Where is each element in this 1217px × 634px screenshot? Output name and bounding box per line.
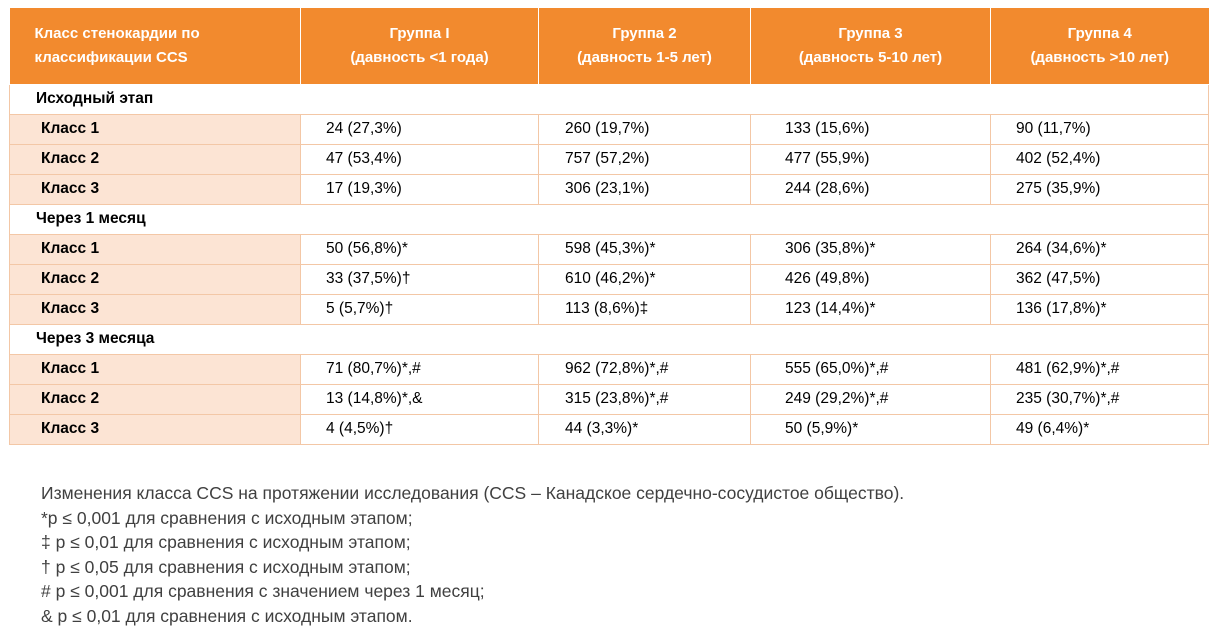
value-cell: 113 (8,6%)‡ [538,294,751,325]
class-label: Класс 2 [9,264,301,295]
table-row: Класс 1 71 (80,7%)*,# 962 (72,8%)*,# 555… [9,354,1209,385]
class-label: Класс 2 [9,384,301,415]
class-label: Класс 3 [9,174,301,205]
header-cell-group-1: Группа I (давность <1 года) [300,8,539,85]
value-cell: 24 (27,3%) [300,114,539,145]
section-row: Исходный этап [9,84,1209,115]
header-line: (давность >10 лет) [1030,48,1170,66]
section-row: Через 1 месяц [9,204,1209,235]
header-line: классификации CCS [34,48,188,66]
value-cell: 481 (62,9%)*,# [990,354,1209,385]
footnote-line: *p ≤ 0,001 для сравнения с исходным этап… [41,507,413,528]
value-cell: 71 (80,7%)*,# [300,354,539,385]
value-cell: 136 (17,8%)* [990,294,1209,325]
value-cell: 610 (46,2%)* [538,264,751,295]
footnote-line: ‡ p ≤ 0,01 для сравнения с исходным этап… [41,532,411,552]
value-cell: 275 (35,9%) [990,174,1209,205]
value-cell: 50 (56,8%)* [300,234,539,265]
value-cell: 50 (5,9%)* [750,414,991,445]
value-cell: 598 (45,3%)* [538,234,751,265]
section-title: Через 1 месяц [9,204,1209,235]
table-row: Класс 2 13 (14,8%)*,& 315 (23,8%)*,# 249… [9,384,1209,415]
value-cell: 33 (37,5%)† [300,264,539,295]
value-cell: 249 (29,2%)*,# [750,384,991,415]
value-cell: 555 (65,0%)*,# [750,354,991,385]
value-cell: 17 (19,3%) [300,174,539,205]
header-cell-class: Класс стенокардии по классификации CCS [9,8,301,85]
footnote-line: † p ≤ 0,05 для сравнения с исходным этап… [41,556,411,577]
value-cell: 362 (47,5%) [990,264,1209,295]
header-cell-group-4: Группа 4 (давность >10 лет) [990,8,1209,85]
header-line: Группа 2 [612,24,677,42]
header-line: (давность 1-5 лет) [577,48,712,66]
value-cell: 133 (15,6%) [750,114,991,145]
table-row: Класс 2 33 (37,5%)† 610 (46,2%)* 426 (49… [9,264,1209,295]
section-title: Исходный этап [9,84,1209,115]
value-cell: 5 (5,7%)† [300,294,539,325]
header-line: (давность 5-10 лет) [798,48,943,66]
class-label: Класс 3 [9,414,301,445]
table-header: Класс стенокардии по классификации CCS Г… [9,8,1209,85]
table-body: Исходный этап Класс 1 24 (27,3%) 260 (19… [9,84,1209,445]
class-label: Класс 1 [9,354,301,385]
ccs-class-table: Класс стенокардии по классификации CCS Г… [9,8,1209,445]
value-cell: 47 (53,4%) [300,144,539,175]
class-label: Класс 1 [9,114,301,145]
table-row: Класс 3 17 (19,3%) 306 (23,1%) 244 (28,6… [9,174,1209,205]
value-cell: 264 (34,6%)* [990,234,1209,265]
footnote-line: # p ≤ 0,001 для сравнения с значением че… [41,581,485,601]
section-row: Через 3 месяца [9,324,1209,355]
header-row: Класс стенокардии по классификации CCS Г… [9,8,1209,85]
value-cell: 402 (52,4%) [990,144,1209,175]
value-cell: 962 (72,8%)*,# [538,354,751,385]
header-line: Группа I [389,24,450,42]
header-cell-group-2: Группа 2 (давность 1-5 лет) [538,8,751,85]
value-cell: 90 (11,7%) [990,114,1209,145]
value-cell: 244 (28,6%) [750,174,991,205]
value-cell: 315 (23,8%)*,# [538,384,751,415]
table-row: Класс 2 47 (53,4%) 757 (57,2%) 477 (55,9… [9,144,1209,175]
section-title: Через 3 месяца [9,324,1209,355]
value-cell: 123 (14,4%)* [750,294,991,325]
class-label: Класс 3 [9,294,301,325]
value-cell: 306 (35,8%)* [750,234,991,265]
header-line: Класс стенокардии по [34,24,200,42]
value-cell: 13 (14,8%)*,& [300,384,539,415]
header-line: Группа 4 [1067,24,1132,42]
value-cell: 44 (3,3%)* [538,414,751,445]
value-cell: 426 (49,8%) [750,264,991,295]
value-cell: 4 (4,5%)† [300,414,539,445]
ccs-table-container: Класс стенокардии по классификации CCS Г… [9,8,1209,445]
header-line: (давность <1 года) [350,48,489,66]
value-cell: 757 (57,2%) [538,144,751,175]
table-footnotes: Изменения класса CCS на протяжении иссле… [41,481,904,628]
table-row: Класс 1 24 (27,3%) 260 (19,7%) 133 (15,6… [9,114,1209,145]
table-row: Класс 1 50 (56,8%)* 598 (45,3%)* 306 (35… [9,234,1209,265]
value-cell: 306 (23,1%) [538,174,751,205]
footnote-line: & p ≤ 0,01 для сравнения с исходным этап… [41,605,413,626]
value-cell: 477 (55,9%) [750,144,991,175]
value-cell: 49 (6,4%)* [990,414,1209,445]
footnote-caption: Изменения класса CCS на протяжении иссле… [41,483,905,503]
class-label: Класс 1 [9,234,301,265]
header-cell-group-3: Группа 3 (давность 5-10 лет) [750,8,991,85]
header-line: Группа 3 [838,24,903,42]
class-label: Класс 2 [9,144,301,175]
value-cell: 235 (30,7%)*,# [990,384,1209,415]
value-cell: 260 (19,7%) [538,114,751,145]
table-row: Класс 3 4 (4,5%)† 44 (3,3%)* 50 (5,9%)* … [9,414,1209,445]
table-row: Класс 3 5 (5,7%)† 113 (8,6%)‡ 123 (14,4%… [9,294,1209,325]
